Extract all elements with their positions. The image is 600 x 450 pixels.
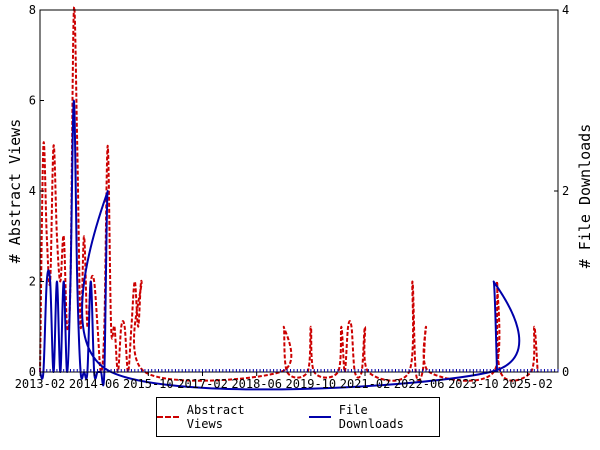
y-left-tick-label: 6 xyxy=(29,94,36,108)
y-right-axis-title: # File Downloads xyxy=(576,124,594,269)
legend-swatch-file-downloads xyxy=(309,416,331,418)
y-right-tick-label: 4 xyxy=(562,3,569,17)
y-right-tick-label: 0 xyxy=(562,365,569,379)
y-left-tick-label: 0 xyxy=(29,365,36,379)
axis-layer: 2013-02 2014-06 2015-10 2017-02 2018-06 2019-… xyxy=(15,3,570,391)
x-tick-label: 2019-10 xyxy=(286,377,337,391)
legend-item-file-downloads: File Downloads xyxy=(309,403,439,431)
x-tick-label: 2022-06 xyxy=(394,377,445,391)
legend-label-file-downloads: File Downloads xyxy=(338,403,404,431)
legend-label-abstract-views: Abstract Views xyxy=(186,403,245,431)
y-left-tick-label: 2 xyxy=(29,275,36,289)
legend-item-abstract-views: Abstract Views xyxy=(157,403,287,431)
x-tick-label: 2014-06 xyxy=(69,377,120,391)
y-left-tick-label: 8 xyxy=(29,3,36,17)
x-tick-label: 2017-02 xyxy=(177,377,228,391)
series-layer xyxy=(39,6,539,391)
x-tick-label: 2021-02 xyxy=(340,377,391,391)
x-tick-label: 2018-06 xyxy=(231,377,282,391)
y-left-tick-label: 4 xyxy=(29,184,36,198)
y-right-tick-label: 2 xyxy=(562,184,569,198)
series-line-file-downloads xyxy=(39,99,521,391)
x-tick-label: 2023-10 xyxy=(448,377,499,391)
x-tick-label: 2013-02 xyxy=(15,377,66,391)
y-left-axis-title: # Abstract Views xyxy=(6,119,24,264)
plot-background xyxy=(40,10,558,372)
x-tick-label: 2025-02 xyxy=(502,377,553,391)
legend-swatch-abstract-views xyxy=(157,416,179,418)
x-tick-label: 2015-10 xyxy=(123,377,174,391)
legend: Abstract Views File Downloads xyxy=(156,397,440,437)
